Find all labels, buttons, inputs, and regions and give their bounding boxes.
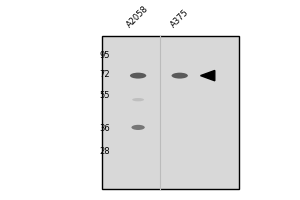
Text: 95: 95 <box>99 51 110 60</box>
Ellipse shape <box>131 125 145 130</box>
Polygon shape <box>200 70 215 81</box>
Text: A2058: A2058 <box>125 4 151 29</box>
FancyBboxPatch shape <box>102 36 239 189</box>
Text: 28: 28 <box>99 147 110 156</box>
Text: 72: 72 <box>99 70 110 79</box>
Ellipse shape <box>132 98 144 101</box>
Text: 55: 55 <box>99 91 110 100</box>
Ellipse shape <box>172 73 188 79</box>
Text: A375: A375 <box>169 8 190 29</box>
Ellipse shape <box>130 73 146 79</box>
Text: 36: 36 <box>99 124 110 133</box>
